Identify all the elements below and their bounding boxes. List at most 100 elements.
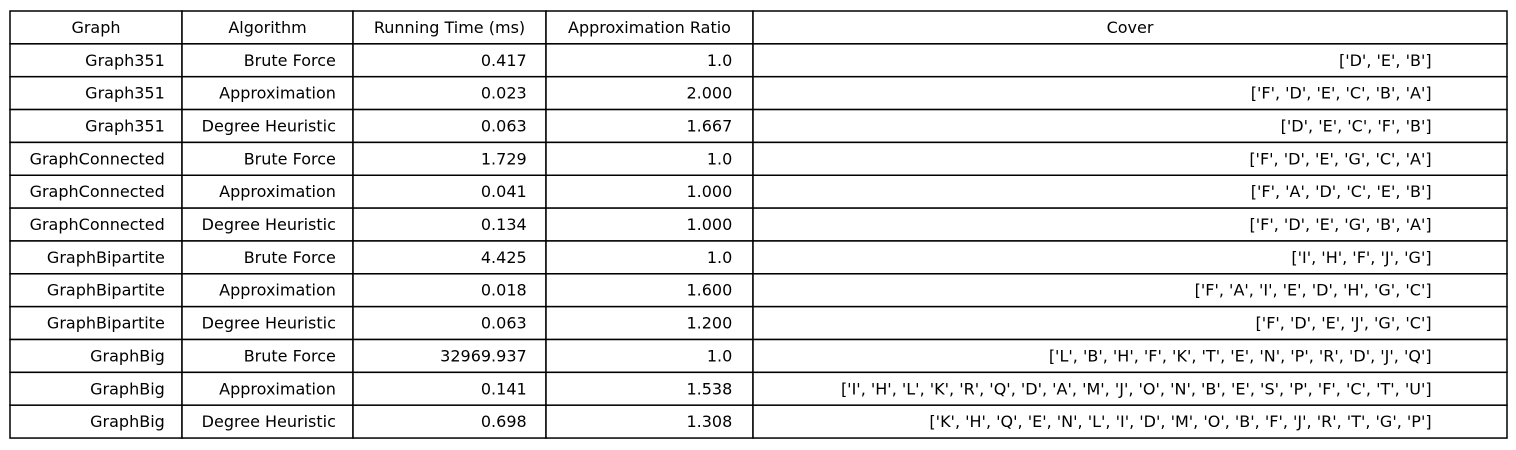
cell-text: GraphBig [90, 346, 165, 365]
cell [352, 338, 547, 374]
cell [752, 43, 1508, 78]
header-cell [9, 10, 183, 45]
cell [752, 404, 1508, 439]
header-label: Cover [1107, 18, 1154, 37]
cell-text: ['F', 'D', 'E', 'G', 'B', 'A'] [1250, 215, 1432, 234]
cell-text: GraphBipartite [47, 248, 165, 267]
cell-text: GraphConnected [30, 215, 165, 234]
cell [752, 174, 1508, 209]
cell-text: Degree Heuristic [202, 215, 336, 234]
cell [545, 305, 754, 341]
cell [181, 141, 354, 176]
cell-text: GraphConnected [30, 149, 165, 168]
cell-text: 32969.937 [440, 346, 527, 365]
cell [9, 43, 183, 78]
cell-text: 2.000 [686, 84, 732, 103]
cell [9, 338, 183, 374]
cell-text: Degree Heuristic [202, 314, 336, 333]
cell [545, 371, 754, 406]
cell-text: Approximation [219, 281, 336, 300]
cell-text: ['D', 'E', 'C', 'F', 'B'] [1281, 116, 1432, 135]
cell-text: 1.000 [686, 182, 732, 201]
cell [352, 305, 547, 341]
cell-text: Approximation [219, 379, 336, 398]
cell-text: 1.667 [686, 116, 732, 135]
cell [752, 240, 1508, 275]
cell-text: ['F', 'D', 'E', 'G', 'C', 'A'] [1249, 149, 1431, 168]
cell [752, 338, 1508, 374]
cell-text: 1.0 [707, 51, 732, 70]
cell [545, 404, 754, 439]
cell-text: Brute Force [244, 248, 336, 267]
cell-text: ['F', 'A', 'I', 'E', 'D', 'H', 'G', 'C'] [1195, 281, 1432, 300]
header-label: Running Time (ms) [374, 18, 525, 37]
cell-text: ['F', 'A', 'D', 'C', 'E', 'B'] [1251, 182, 1432, 201]
cell-text: 1.0 [707, 346, 732, 365]
cell [352, 174, 547, 209]
cell-text: GraphConnected [30, 182, 165, 201]
cell [545, 75, 754, 111]
cell-text: GraphBipartite [47, 314, 165, 333]
cell [9, 371, 183, 406]
cell-text: Degree Heuristic [202, 412, 336, 431]
cell [181, 305, 354, 341]
cell-text: Degree Heuristic [202, 116, 336, 135]
cell-text: GraphBig [90, 412, 165, 431]
cell [181, 108, 354, 144]
cell-text: Approximation [219, 84, 336, 103]
cell-text: 0.134 [481, 215, 527, 234]
cell [181, 174, 354, 209]
cell-text: 1.200 [686, 314, 732, 333]
cell-text: 1.0 [707, 149, 732, 168]
header-label: Graph [71, 18, 120, 37]
cell [352, 43, 547, 78]
cell-text: ['L', 'B', 'H', 'F', 'K', 'T', 'E', 'N',… [1049, 346, 1432, 365]
cell-text: 0.018 [481, 281, 527, 300]
cell-text: Approximation [219, 182, 336, 201]
cell-text: Graph351 [85, 116, 165, 135]
cell [9, 305, 183, 341]
cell [9, 240, 183, 275]
cell-text: 1.308 [686, 412, 732, 431]
cell [545, 338, 754, 374]
cell-text: Brute Force [244, 149, 336, 168]
cell [181, 75, 354, 111]
cell-text: ['K', 'H', 'Q', 'E', 'N', 'L', 'I', 'D',… [929, 412, 1431, 431]
cell-text: 1.538 [686, 379, 732, 398]
cell [352, 141, 547, 176]
cell-text: 0.698 [481, 412, 527, 431]
cell [545, 108, 754, 144]
cell [9, 207, 183, 242]
cell-text: GraphBipartite [47, 281, 165, 300]
cell-text: ['F', 'D', 'E', 'C', 'B', 'A'] [1251, 84, 1432, 103]
cell-text: Graph351 [85, 84, 165, 103]
cell [545, 174, 754, 209]
cell-text: 1.0 [707, 248, 732, 267]
cell [352, 108, 547, 144]
cell-text: 4.425 [481, 248, 527, 267]
cell-text: 0.063 [481, 116, 527, 135]
cell [9, 108, 183, 144]
cell-text: 1.000 [686, 215, 732, 234]
header-label: Approximation Ratio [568, 18, 731, 37]
cell [181, 273, 354, 308]
cell-text: Brute Force [244, 51, 336, 70]
cell-text: 0.041 [481, 182, 527, 201]
cell [9, 141, 183, 176]
cell-text: ['D', 'E', 'B'] [1339, 51, 1432, 70]
cell-text: 0.023 [481, 84, 527, 103]
header-label: Algorithm [228, 18, 306, 37]
cell-text: GraphBig [90, 379, 165, 398]
cell-text: Graph351 [85, 51, 165, 70]
cell-text: ['I', 'H', 'F', 'J', 'G'] [1291, 248, 1431, 267]
cell-text: Brute Force [244, 346, 336, 365]
cell-text: 0.417 [481, 51, 527, 70]
cell-text: 1.729 [481, 149, 527, 168]
cell-text: ['I', 'H', 'L', 'K', 'R', 'Q', 'D', 'A',… [841, 379, 1432, 398]
cell-text: 0.141 [481, 379, 527, 398]
cell [752, 108, 1508, 144]
header-cell [181, 10, 354, 45]
cell [181, 404, 354, 439]
cell-text: 0.063 [481, 314, 527, 333]
